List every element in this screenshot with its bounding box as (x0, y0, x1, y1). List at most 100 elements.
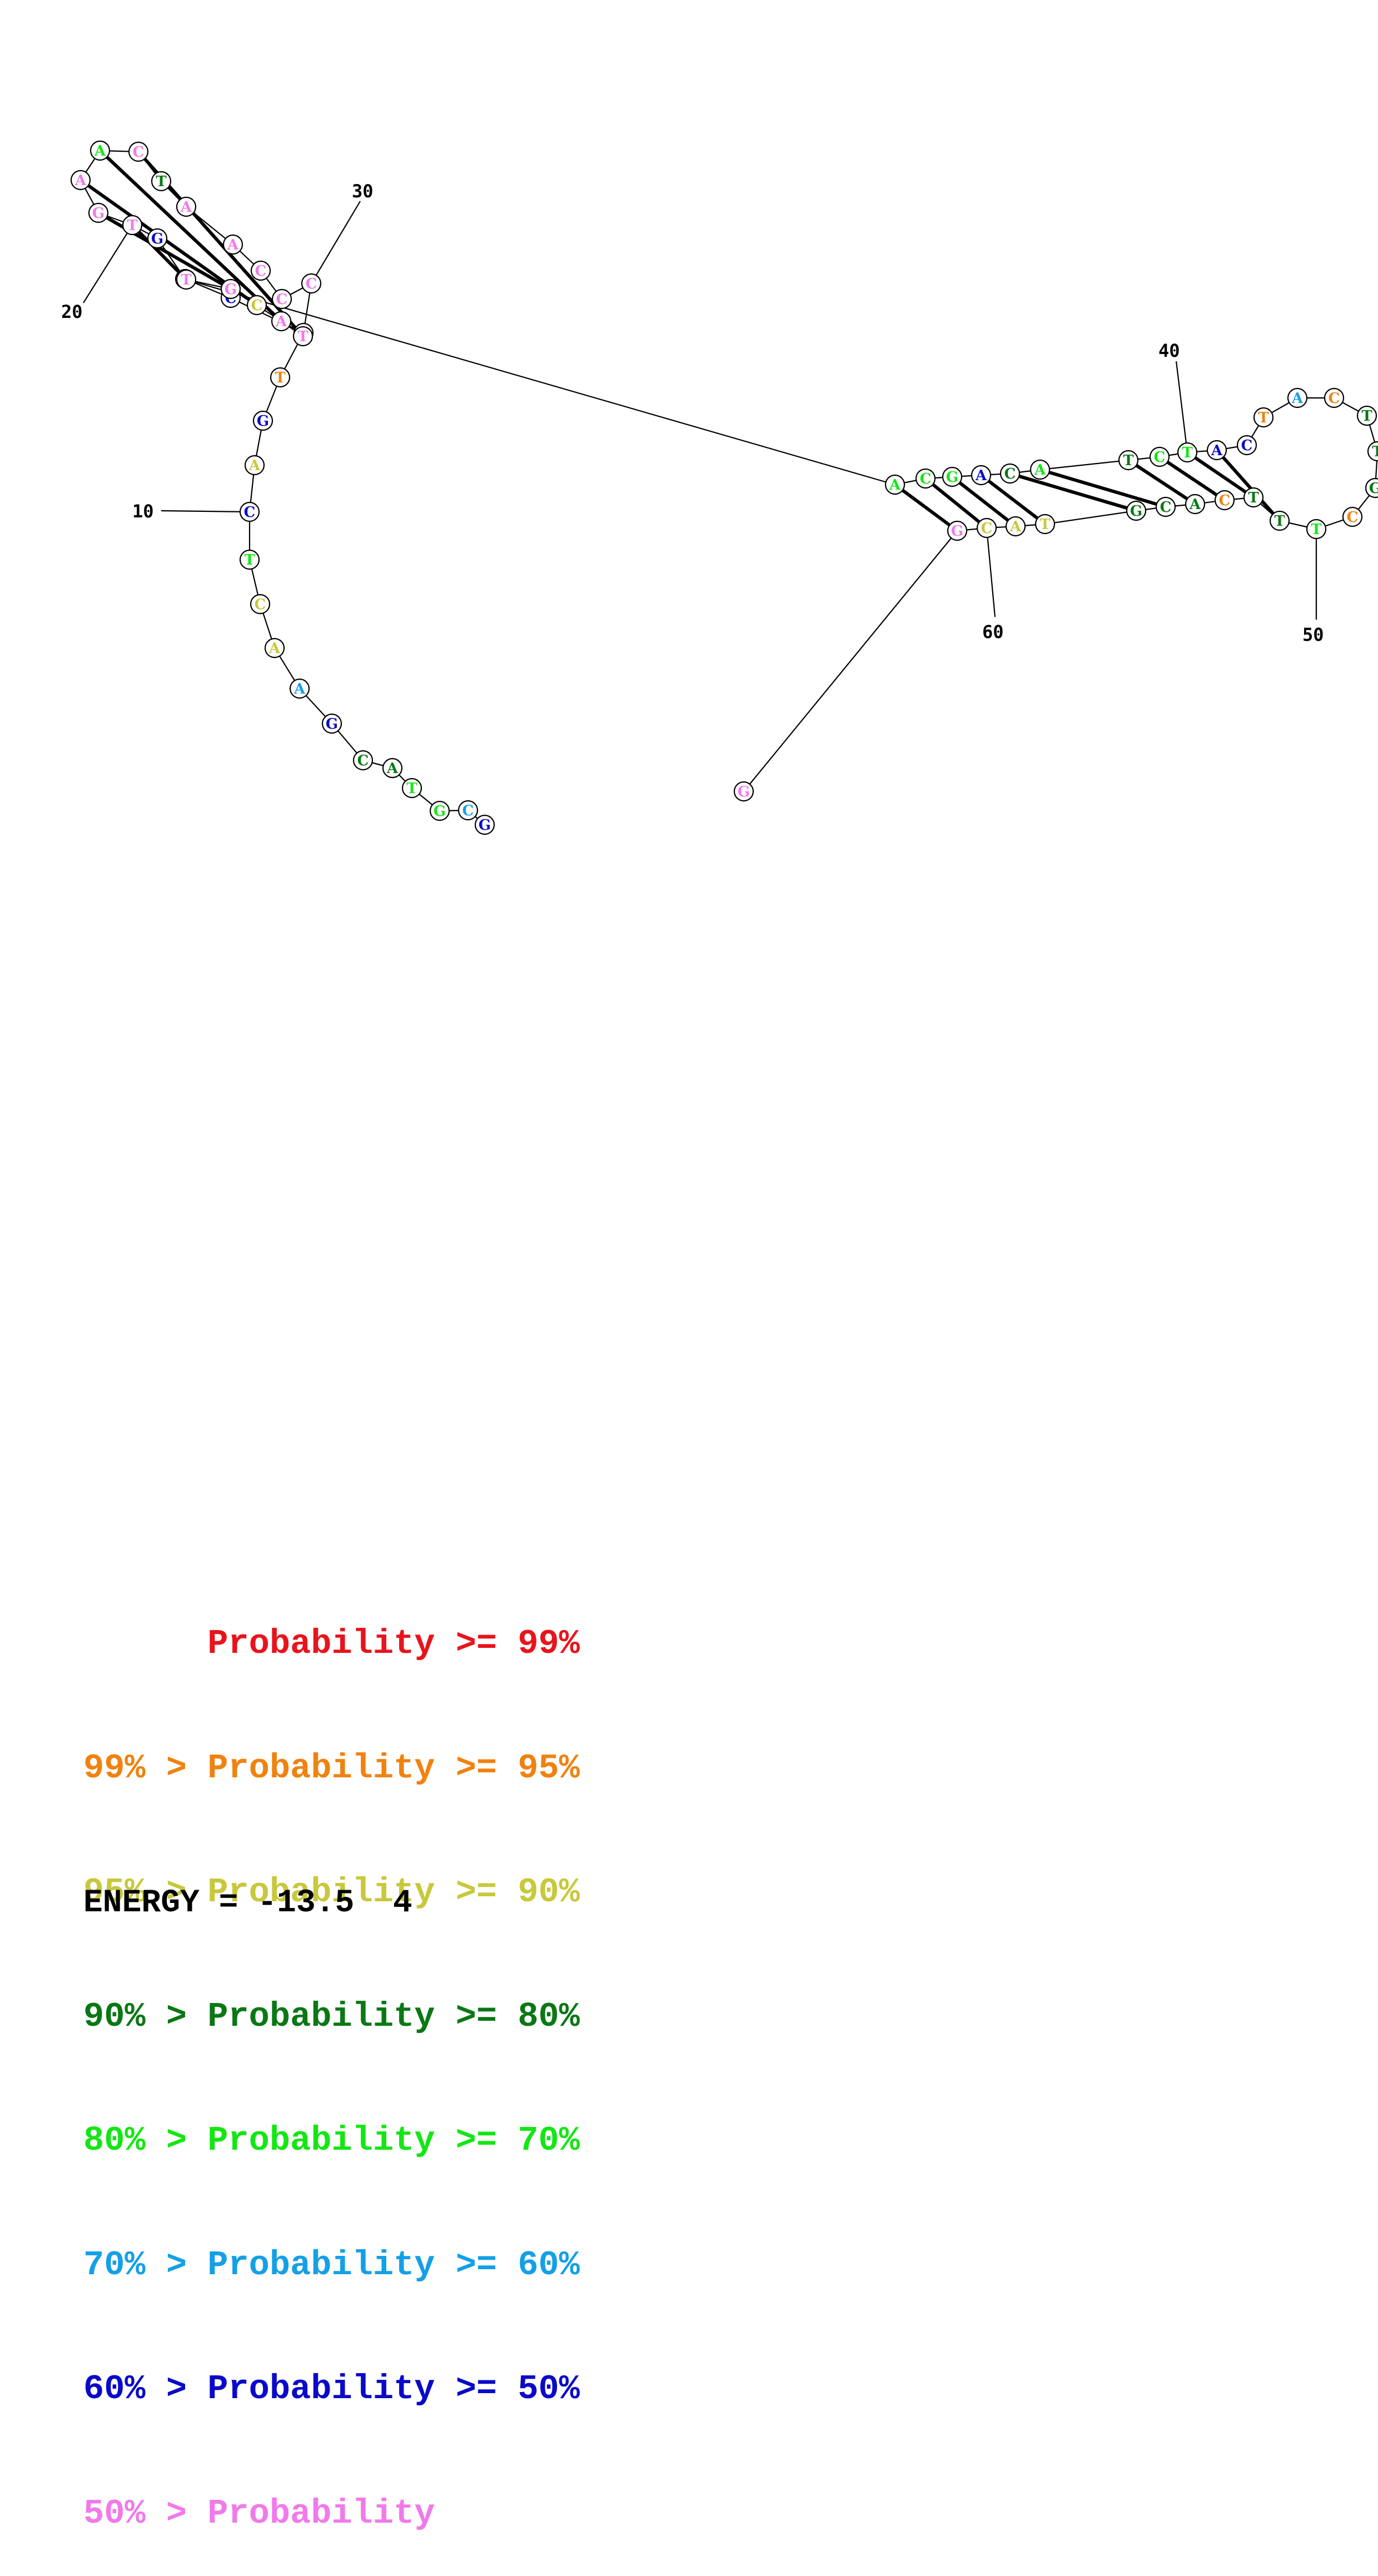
nucleotide-58: A (1185, 494, 1206, 515)
nucleotide-63: C (976, 517, 997, 539)
nucleotide-circle (1324, 387, 1345, 408)
backbone-segment (1044, 510, 1137, 525)
nucleotide-circle (971, 465, 992, 486)
nucleotide-letter: C (133, 144, 145, 161)
nucleotide-letter: A (268, 640, 281, 657)
nucleotide-circle (271, 311, 292, 332)
base-pair-bond (87, 184, 250, 301)
nucleotide-54: T (1306, 519, 1327, 540)
nucleotide-circle (1236, 435, 1257, 456)
nucleotide-letter: T (1258, 410, 1269, 426)
nucleotide-circle (1214, 490, 1235, 511)
nucleotide-48: A (1287, 387, 1308, 408)
base-pair-bond (901, 489, 951, 527)
base-pair-bond (1018, 474, 1128, 510)
nucleotide-circle (457, 800, 479, 821)
nucleotide-31: T (292, 326, 314, 347)
base-pair-bond (1222, 456, 1275, 515)
nucleotide-19: G (147, 228, 168, 249)
nucleotide-letter: G (951, 523, 963, 540)
nucleotide-circle (884, 474, 906, 495)
nucleotide-38: G (942, 466, 963, 487)
nucleotide-15: T (270, 367, 291, 388)
nucleotide-letter: A (975, 467, 987, 484)
nucleotide-circle (474, 814, 495, 835)
nucleotide-letter: T (1248, 490, 1259, 506)
nucleotide-circle (88, 202, 109, 223)
nucleotide-letter: A (386, 760, 399, 777)
legend-line-70: 80% > Probability >= 70% (83, 2121, 580, 2160)
probability-legend: Probability >= 99% 99% > Probability >= … (83, 1541, 580, 2576)
nucleotide-circle (250, 260, 271, 281)
nucleotide-47: T (1253, 407, 1274, 428)
nucleotide-circle (1005, 516, 1026, 537)
nucleotide-letter: A (227, 237, 239, 253)
position-label-10: 10 (132, 501, 154, 522)
position-ticks (83, 201, 1317, 620)
nucleotide-circle (382, 758, 403, 779)
nucleotide-letter: C (251, 297, 263, 314)
nucleotide-letter: C (1154, 449, 1166, 466)
nucleotide-circle (1029, 459, 1051, 480)
nucleotide-27: A (222, 234, 243, 255)
nucleotide-57: C (1214, 490, 1235, 511)
position-tick (1175, 361, 1188, 453)
nucleotide-62: A (1005, 516, 1026, 537)
nucleotide-circle (352, 750, 374, 771)
nucleotide-letter: C (1219, 492, 1231, 509)
nucleotide-letter: T (181, 272, 192, 288)
nucleotide-letter: C (1160, 499, 1172, 516)
nucleotide-letter: G (479, 817, 491, 834)
nucleotide-30: C (301, 273, 322, 294)
nucleotide-37: C (915, 468, 936, 489)
nucleotide-circle (1253, 407, 1274, 428)
nucleotide-28: C (250, 260, 271, 281)
legend-line-80: 90% > Probability >= 80% (83, 1996, 580, 2036)
nucleotide-circle (250, 594, 271, 615)
nucleotide-22: A (70, 170, 91, 191)
position-label-30: 30 (352, 181, 374, 202)
position-tick (986, 527, 996, 617)
nucleotide-64: G (947, 520, 968, 541)
nucleotide-tail: G (733, 781, 754, 802)
nucleotide-7: G (321, 713, 342, 734)
nucleotide-letter: G (738, 784, 750, 800)
nucleotide-letter: A (275, 313, 287, 330)
nucleotide-10: C (250, 594, 271, 615)
nucleotide-circle (1269, 510, 1290, 531)
nucleotide-letter: G (1130, 503, 1142, 520)
nucleotide-letter: G (434, 803, 446, 820)
nucleotide-letter: T (244, 552, 255, 569)
legend-line-60: 70% > Probability >= 60% (83, 2245, 580, 2285)
nucleotide-letter: G (946, 469, 958, 486)
nucleotide-letter: A (1211, 442, 1223, 459)
energy-value: ENERGY = -13.5 4 (83, 1885, 412, 1921)
base-pair-bond (1135, 464, 1188, 501)
nucleotide-letter: T (1123, 452, 1134, 469)
nucleotide-circle (1367, 441, 1378, 462)
nucleotide-letter: T (1311, 521, 1322, 538)
nucleotide-circle (733, 781, 754, 802)
base-pair-bond (987, 479, 1039, 520)
nucleotide-42: T (1118, 450, 1139, 471)
nucleotide-circle (1155, 496, 1176, 517)
nucleotide-letter: C (276, 291, 288, 308)
nucleotide-11: T (239, 549, 260, 570)
nucleotide-13: A (244, 455, 265, 476)
nucleotide-circle (915, 468, 936, 489)
nucleotide-circle (128, 141, 149, 162)
nucleotide-circle (1306, 519, 1327, 540)
backbone-segment (230, 297, 304, 333)
nucleotide-circle (239, 549, 260, 570)
nucleotide-letter: G (257, 413, 269, 430)
nucleotide-letter: T (156, 173, 167, 190)
base-pair-bond (137, 230, 181, 275)
nucleotide-circle (1034, 514, 1056, 535)
nucleotide-34: G (220, 278, 241, 300)
nucleotide-circle (1126, 500, 1147, 521)
nucleotide-letter: C (255, 263, 267, 280)
position-label-60: 60 (982, 621, 1004, 642)
base-pair-bond (1048, 470, 1157, 506)
nucleotide-letter: T (1274, 513, 1285, 530)
legend-line-99: Probability >= 99% (83, 1624, 580, 1663)
